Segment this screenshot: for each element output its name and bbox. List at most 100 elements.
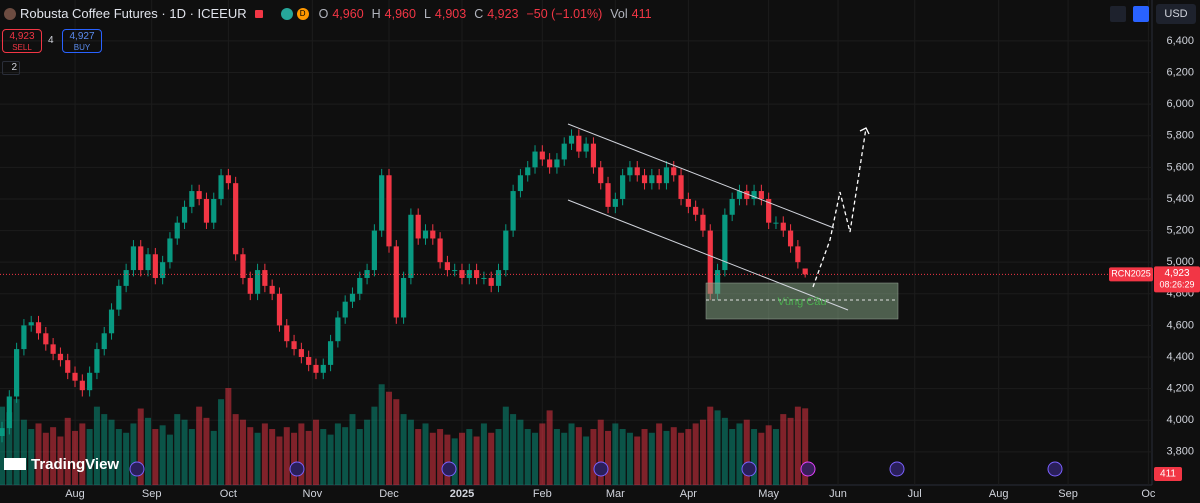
candle-body xyxy=(474,270,480,278)
volume-bar xyxy=(327,434,334,485)
event-icon[interactable] xyxy=(800,461,816,477)
buy-price[interactable]: 4,927 xyxy=(69,31,95,42)
spread: 4 xyxy=(48,35,54,46)
volume-bar xyxy=(64,417,71,485)
candle-body xyxy=(568,135,575,144)
sell-button[interactable]: 4,923 SELL xyxy=(2,29,42,53)
indicators-toggle[interactable]: 2 xyxy=(2,61,20,75)
candle-body xyxy=(14,349,20,397)
sell-label[interactable]: SELL xyxy=(12,43,32,52)
volume-bar xyxy=(765,425,772,485)
volume-bar xyxy=(101,414,108,485)
candle-body xyxy=(663,167,670,184)
volume-bar xyxy=(239,419,246,485)
x-tick-label: Aug xyxy=(989,488,1009,500)
sell-price[interactable]: 4,923 xyxy=(9,31,35,42)
grid xyxy=(0,0,1152,485)
volume-bar xyxy=(780,414,787,485)
volume-bar xyxy=(393,399,400,485)
volume-bar xyxy=(459,432,466,485)
currency-button[interactable] xyxy=(1156,4,1196,24)
y-tick-label: 5,800 xyxy=(1166,130,1194,142)
volume-bar xyxy=(364,419,371,485)
candle-body xyxy=(766,198,772,223)
candle-body xyxy=(503,230,509,271)
candle-body xyxy=(481,277,487,279)
volume-bar xyxy=(137,408,144,485)
event-icon[interactable] xyxy=(593,461,609,477)
volume-bar xyxy=(86,429,93,485)
toolbar-button[interactable] xyxy=(1110,6,1126,22)
x-tick-label: Dec xyxy=(379,488,399,500)
axes: 3,8004,0004,2004,4004,6004,8005,0005,200… xyxy=(65,35,1194,500)
volume-bar xyxy=(57,436,64,485)
volume-bar xyxy=(539,423,546,485)
volume-bar xyxy=(349,414,356,485)
x-tick-label: Mar xyxy=(606,488,625,500)
candle-body xyxy=(495,270,502,286)
drawings: Vùng Cầu xyxy=(567,123,899,320)
candle-body xyxy=(349,293,356,302)
candle-body xyxy=(108,309,115,334)
volume-bar xyxy=(663,430,670,485)
candle-body xyxy=(233,183,239,255)
candle-body xyxy=(291,341,297,350)
volume-bar xyxy=(524,429,531,485)
volume-bar xyxy=(444,434,451,485)
y-tick-label: 6,000 xyxy=(1166,98,1194,110)
candle-body xyxy=(116,285,122,310)
candle-body xyxy=(6,396,12,429)
buy-label[interactable]: BUY xyxy=(73,43,91,52)
event-icon[interactable] xyxy=(441,461,457,477)
flag[interactable] xyxy=(254,9,263,18)
toolbar-button[interactable] xyxy=(1133,6,1149,22)
volume-bar xyxy=(802,408,809,485)
volume-bar xyxy=(115,429,122,485)
candle-body xyxy=(335,317,341,342)
candle-body xyxy=(50,344,56,354)
event-icon[interactable] xyxy=(289,461,305,477)
price-axis-bg xyxy=(1152,0,1200,503)
candle-body xyxy=(656,175,662,184)
volume-bar xyxy=(656,423,663,485)
volume-bar xyxy=(605,430,612,485)
candle-body xyxy=(561,143,567,160)
candle-body xyxy=(802,268,808,275)
volume-bar xyxy=(568,423,575,485)
candle-body xyxy=(65,360,71,373)
volume-bar xyxy=(597,419,604,485)
event-icon[interactable] xyxy=(1047,461,1063,477)
x-tick-label: Sep xyxy=(1058,488,1078,500)
currency[interactable]: USD xyxy=(1164,8,1187,20)
zone-label: Vùng Cầu xyxy=(778,296,827,308)
y-tick-label: 5,200 xyxy=(1166,224,1194,236)
y-tick-label: 4,400 xyxy=(1166,351,1194,363)
x-tick-label: Apr xyxy=(680,488,697,500)
volume-bar xyxy=(254,432,261,485)
volume-bar xyxy=(130,423,137,485)
y-tick-label: 3,800 xyxy=(1166,446,1194,458)
candle-body xyxy=(28,322,34,326)
candle-body xyxy=(605,183,611,207)
x-tick-label: Feb xyxy=(533,488,552,500)
candle-body xyxy=(320,364,326,373)
event-icon[interactable] xyxy=(741,461,757,477)
candle-body xyxy=(386,175,392,247)
candle-body xyxy=(678,175,684,199)
volume-badge-label: 411 xyxy=(1160,469,1176,480)
volume-bar xyxy=(79,423,86,485)
volume-bar xyxy=(20,419,27,485)
volume-bar xyxy=(0,406,6,485)
volume-bar xyxy=(466,429,473,485)
volume-bar xyxy=(123,432,130,485)
volume-bar xyxy=(721,417,728,485)
candle-body xyxy=(130,246,137,271)
ohlc-label: H xyxy=(371,6,381,21)
volume-bar xyxy=(166,434,173,485)
candle-body xyxy=(152,254,158,278)
volume-bar xyxy=(488,432,495,485)
candle-body xyxy=(773,222,779,224)
event-icon[interactable] xyxy=(889,461,905,477)
event-icon[interactable] xyxy=(129,461,145,477)
buy-button[interactable]: 4,927 BUY xyxy=(62,29,102,53)
